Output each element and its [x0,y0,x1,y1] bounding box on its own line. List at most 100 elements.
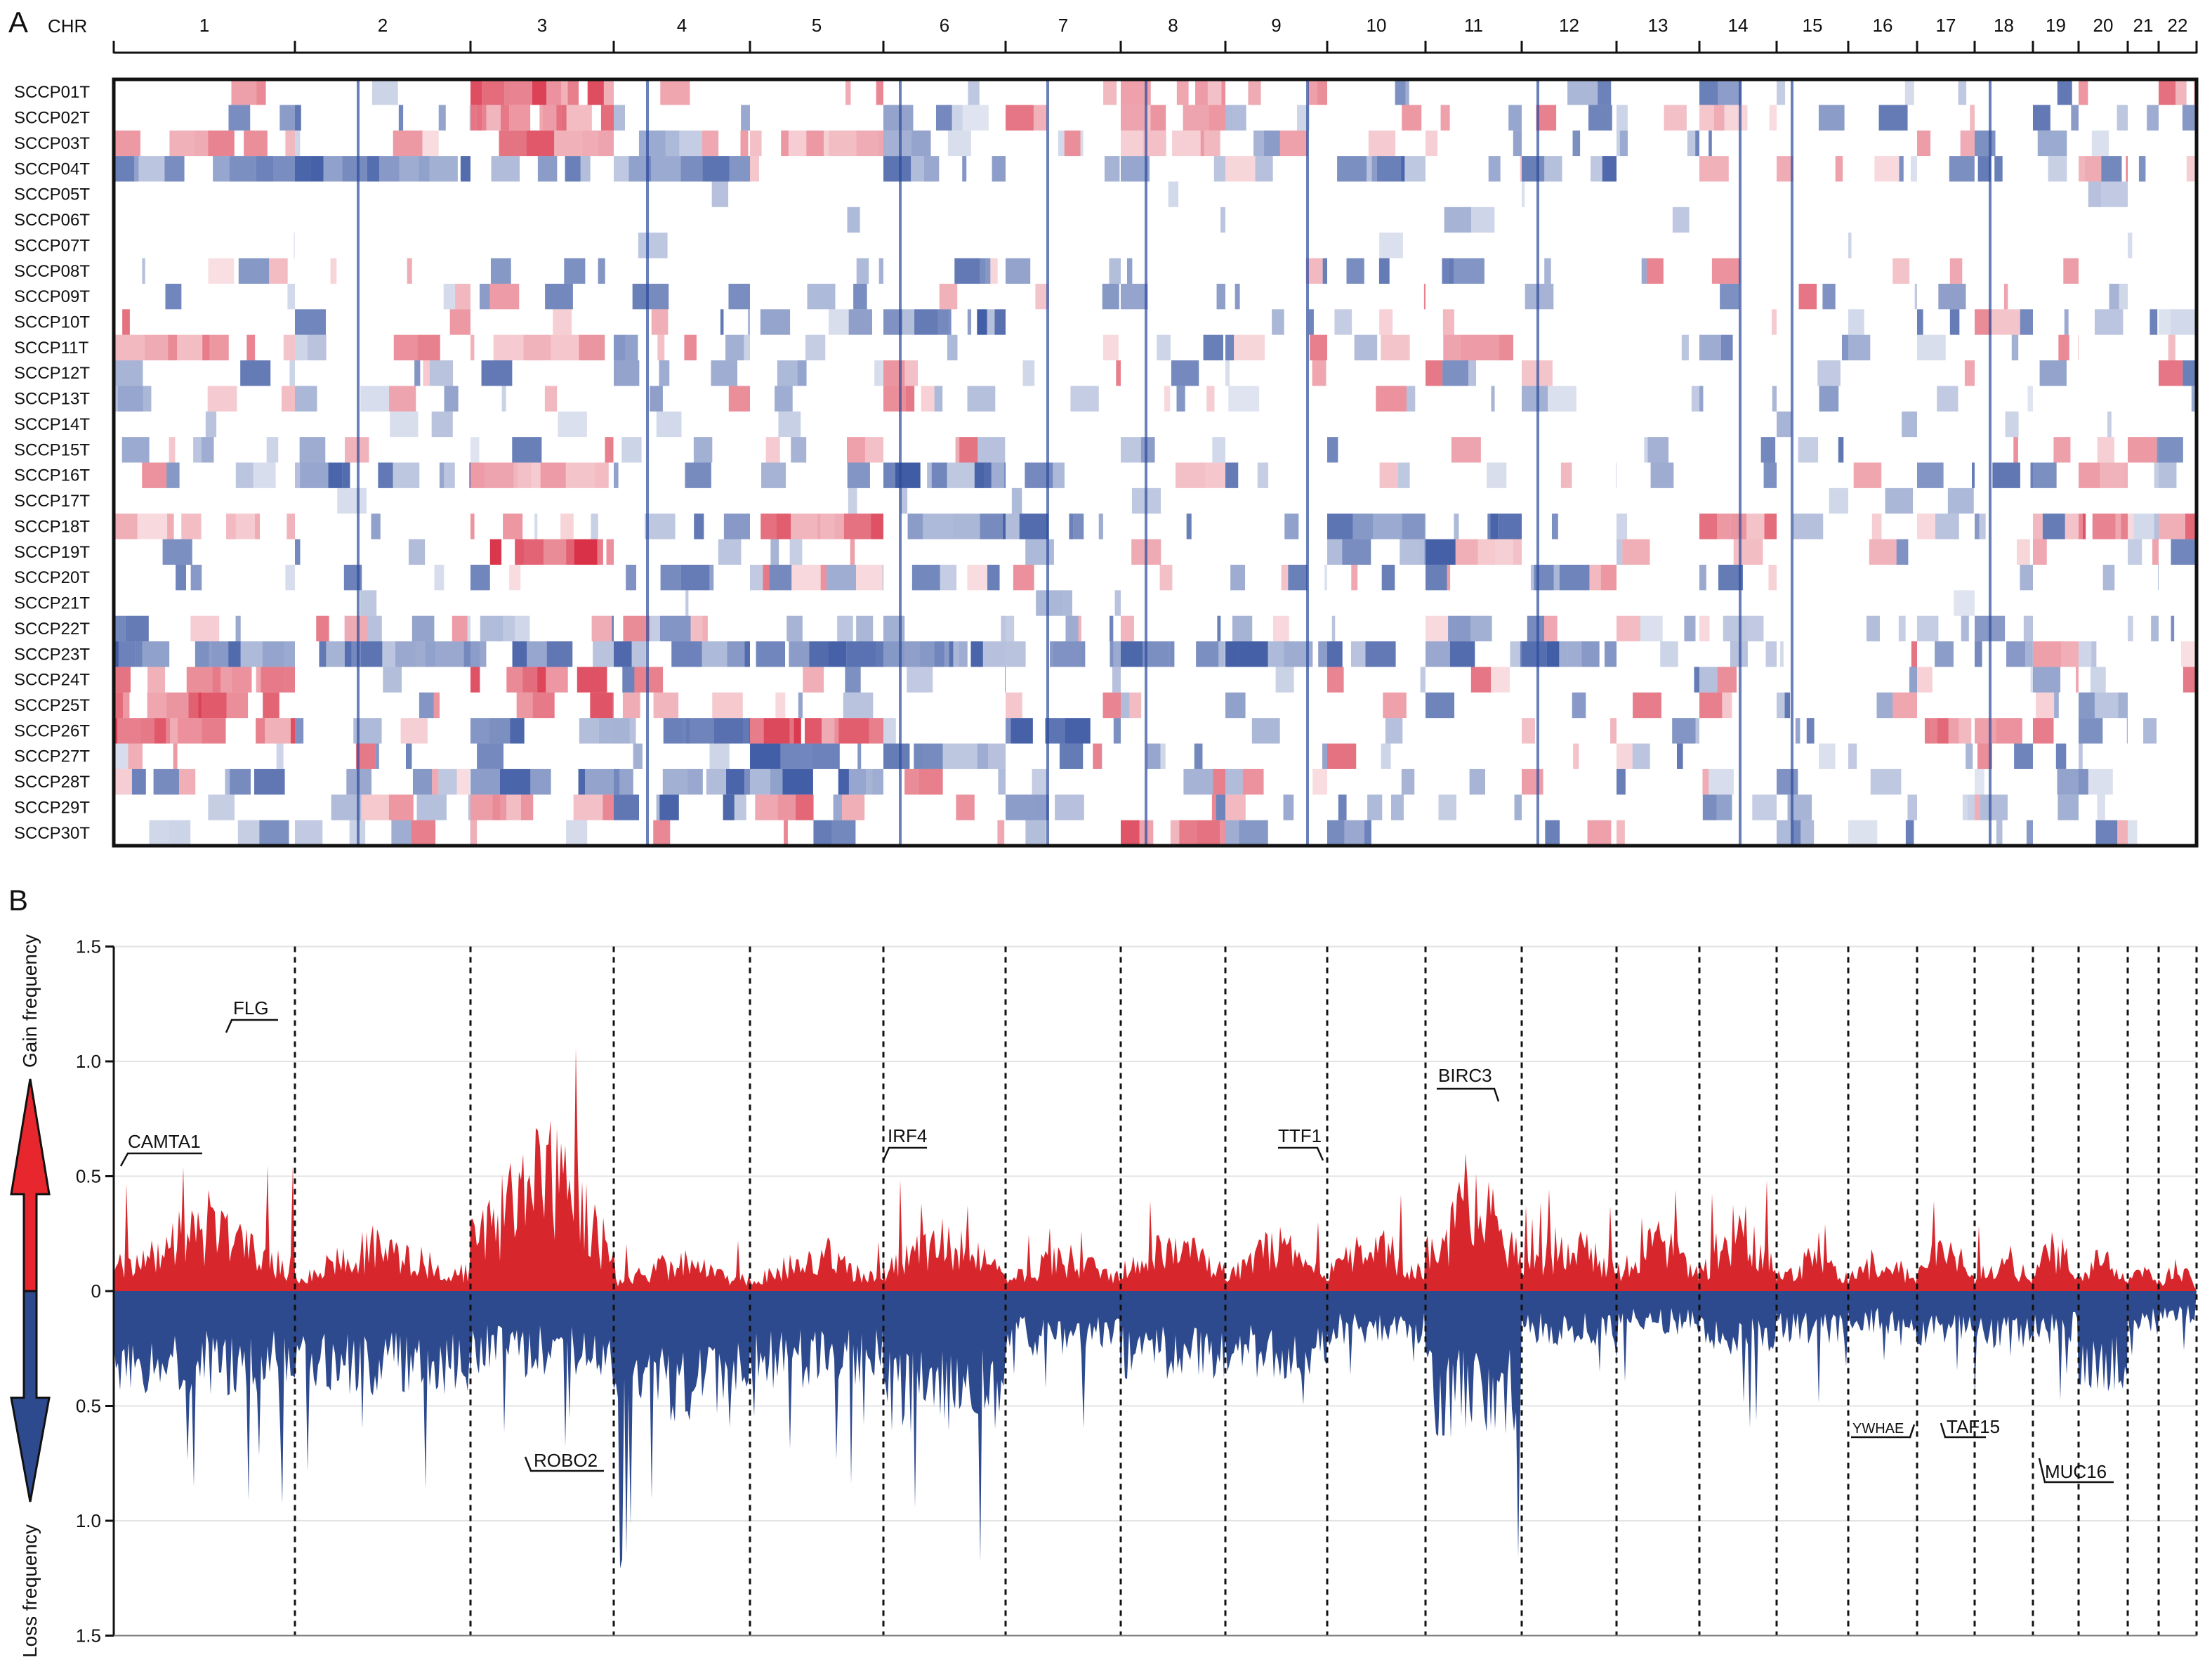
heatmap-cell [1777,692,1785,719]
heatmap-cell [625,334,638,361]
heatmap-cell [1150,105,1166,131]
heatmap-cell [117,718,140,744]
heatmap-cell [829,130,857,157]
camta1-bracket [119,1152,202,1167]
heatmap-cell [1958,718,1972,744]
heatmap-cell [1937,718,1949,744]
heatmap-cell [295,386,317,412]
heatmap-cell [231,667,252,693]
chr-label-22: 22 [2168,15,2188,36]
sample-label: SCCP29T [14,798,90,817]
heatmap-cell [1641,258,1647,284]
heatmap-cell [1251,718,1280,744]
heatmap-cell [2006,641,2026,667]
heatmap-cell [1798,437,1819,463]
heatmap-cell [1019,513,1048,539]
heatmap-cell [1699,513,1717,539]
heatmap-cell [2076,667,2079,693]
heatmap-cell [959,641,968,667]
heatmap-cell [114,513,138,539]
flg-label: FLG [233,997,269,1019]
heatmap-cell [1522,718,1535,744]
heatmap-cell [283,334,295,361]
heatmap-cell [1211,794,1216,820]
heatmap-cell [1379,462,1398,488]
heatmap-cell [706,768,727,795]
heatmap-cell [1892,258,1910,284]
heatmap-cell [1617,743,1633,769]
heatmap-cell [433,692,440,719]
heatmap-cell [190,564,202,591]
heatmap-cell [1225,794,1246,820]
heatmap-cell [482,105,487,131]
heatmap-cell [256,156,274,182]
heatmap-cell [344,641,352,667]
heatmap-cell [1695,130,1699,157]
heatmap-cell [907,513,923,539]
heatmap-cell [1376,156,1402,182]
heatmap-cell [417,334,440,361]
heatmap-cell [2030,667,2033,693]
heatmap-cell [1841,334,1848,361]
heatmap-cell [1221,79,1225,105]
heatmap-cell [295,130,301,157]
heatmap-cell [512,437,542,463]
heatmap-cell [788,130,807,157]
heatmap-cell [619,768,633,795]
heatmap-cell [1346,258,1364,284]
chr-label-14: 14 [1728,15,1749,36]
heatmap-cell [977,437,1006,463]
heatmap-cell [2159,513,2185,539]
heatmap-cell [140,718,154,744]
heatmap-cell [1035,283,1049,310]
heatmap-cell [2082,513,2086,539]
heatmap-cell [1404,156,1426,182]
heatmap-cell [2180,641,2197,667]
heatmap-cell [760,309,791,335]
sample-label: SCCP06T [14,211,90,230]
heatmap-cell [1617,615,1640,642]
heatmap-cell [805,334,826,361]
heatmap-streak [1791,79,1793,846]
heatmap-cell [1769,105,1777,131]
heatmap-cell [621,437,642,463]
loss-frequency-label: Loss frequency [19,1524,41,1658]
heatmap-cell [1225,692,1246,719]
heatmap-cell [967,309,972,335]
heatmap-cell [1949,258,1963,284]
heatmap-cell [1238,641,1268,667]
sample-labels: SCCP01T SCCP02T SCCP03T SCCP04T SCCP05T SCCP0… [14,83,90,843]
heatmap-cell [1527,615,1545,642]
heatmap-cell [1171,360,1199,386]
heatmap-cell [883,386,906,412]
heatmap-cell [138,156,165,182]
heatmap-cell [1723,615,1746,642]
heatmap-cell [856,615,874,642]
heatmap-cell [408,539,426,565]
chr-label-3: 3 [537,15,547,36]
heatmap-cell [530,768,551,795]
chr-label-21: 21 [2133,15,2154,36]
heatmap-cell [1098,513,1103,539]
irf4-bracket [882,1146,927,1161]
heatmap-cell [1949,309,1960,335]
heatmap-cell [164,156,185,182]
heatmap-cell [1183,105,1209,131]
heatmap-cell [1050,641,1054,667]
heatmap-cell [225,768,230,795]
heatmap-cell [1424,513,1426,539]
heatmap-streak [1145,79,1147,846]
heatmap-cell [744,641,750,667]
heatmap-cell [2065,513,2079,539]
heatmap-cell [842,794,865,820]
heatmap-cell [702,156,730,182]
heatmap-cell [1709,768,1734,795]
heatmap-cell [947,334,958,361]
heatmap-cell [690,718,714,744]
birc3-label: BIRC3 [1438,1065,1492,1086]
chr-label-2: 2 [378,15,388,36]
heatmap-cell [1055,794,1084,820]
chr-label-18: 18 [1994,15,2014,36]
heatmap-cell [907,667,933,693]
heatmap-cell [992,156,1006,182]
